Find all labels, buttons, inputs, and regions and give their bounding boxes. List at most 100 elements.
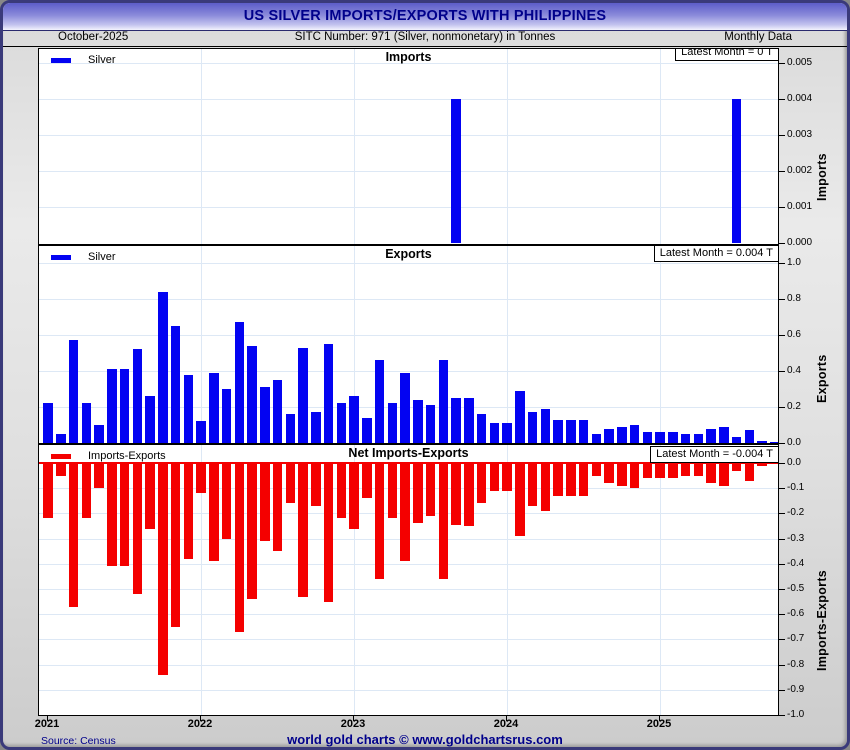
page-title: US SILVER IMPORTS/EXPORTS WITH PHILIPPIN… [243, 8, 607, 24]
bar-exports [209, 372, 219, 443]
bar-exports [132, 349, 142, 443]
x-tick-mark [658, 716, 660, 721]
y-tick-label: -0.8 [787, 658, 805, 670]
frequency-label: Monthly Data [724, 31, 792, 43]
bar-net [489, 463, 499, 491]
gridline [39, 371, 778, 372]
x-year-label: 2022 [187, 718, 213, 730]
bar-net [706, 463, 716, 484]
bar-net [158, 463, 168, 675]
net-zero-line [39, 462, 778, 464]
bar-exports [757, 441, 767, 443]
bar-exports [234, 322, 244, 443]
y-tick-mark [779, 135, 785, 136]
bar-exports [604, 428, 614, 443]
bar-net [591, 463, 601, 476]
bar-net [298, 463, 308, 597]
window-title-bar: US SILVER IMPORTS/EXPORTS WITH PHILIPPIN… [3, 3, 847, 31]
bar-exports [400, 372, 410, 443]
bar-net [451, 463, 461, 525]
x-tick-mark [352, 716, 354, 721]
bar-net [464, 463, 474, 526]
info-row: October-2025 SITC Number: 971 (Silver, n… [3, 31, 847, 45]
bar-net [247, 463, 257, 600]
year-gridline [659, 49, 661, 244]
y-tick-label: -1.0 [787, 709, 805, 720]
bar-exports [476, 414, 487, 443]
legend-label: Imports-Exports [88, 450, 166, 462]
bar-exports [540, 408, 550, 443]
year-gridline [506, 49, 508, 244]
bar-exports [425, 405, 436, 443]
bar-exports [464, 398, 474, 443]
gridline [39, 263, 778, 264]
bar-exports [336, 403, 346, 443]
year-gridline [353, 246, 355, 443]
bar-exports [731, 436, 742, 443]
bar-net [68, 463, 79, 607]
y-tick-label: -0.6 [787, 608, 805, 620]
year-gridline [200, 49, 202, 244]
bar-net [680, 463, 691, 476]
y-tick-mark [779, 689, 785, 691]
bar-net [515, 463, 525, 537]
bar-exports [413, 399, 423, 443]
bar-net [94, 463, 104, 489]
latest-month-badge: Latest Month = 0 T [675, 49, 778, 61]
bar-exports [145, 396, 155, 443]
bar-exports [451, 398, 461, 443]
bar-net [693, 463, 703, 476]
y-tick-mark [779, 463, 785, 464]
gridline [39, 563, 778, 565]
bar-exports [770, 442, 778, 443]
y-tick-mark [779, 171, 785, 172]
gridline [39, 639, 778, 641]
year-gridline [200, 246, 202, 443]
exports-axis-label: Exports [815, 354, 829, 403]
year-gridline [200, 445, 202, 715]
gridline [39, 715, 778, 716]
bar-net [655, 463, 665, 479]
bar-exports [349, 396, 359, 443]
year-gridline [506, 445, 508, 715]
gridline [39, 63, 778, 64]
info-row-divider [3, 46, 847, 47]
bar-net [119, 463, 130, 567]
net-legend: Imports-Exports [51, 450, 166, 462]
legend-swatch-blue [51, 57, 71, 63]
y-tick-label: 0.2 [787, 401, 801, 412]
y-tick-mark [779, 407, 785, 408]
y-tick-label: 0.002 [787, 165, 813, 176]
bar-net [132, 463, 142, 595]
y-tick-mark [779, 614, 785, 616]
y-tick-mark [779, 589, 785, 590]
bar-net [43, 463, 53, 519]
gridline [39, 589, 778, 590]
bar-imports [451, 99, 461, 243]
bar-exports [527, 412, 538, 443]
bar-exports [362, 417, 372, 443]
latest-month-badge: Latest Month = 0.004 T [653, 246, 778, 262]
bar-net [209, 463, 219, 562]
x-tick-mark [199, 716, 201, 721]
bar-net [438, 463, 448, 579]
bar-net [183, 463, 193, 559]
bar-net [323, 463, 334, 602]
legend-label: Silver [88, 54, 116, 66]
bar-exports [706, 428, 716, 443]
bar-net [56, 463, 66, 476]
y-tick-label: -0.1 [787, 482, 805, 494]
net-axis-label: Imports-Exports [815, 569, 829, 671]
bar-net [145, 463, 155, 529]
bar-exports [247, 345, 257, 443]
year-gridline [353, 49, 355, 244]
bar-exports [502, 423, 512, 443]
y-tick-mark [779, 715, 785, 716]
y-tick-label: -0.9 [787, 683, 805, 695]
bar-net [629, 463, 640, 489]
y-tick-label: 0.8 [787, 293, 801, 304]
gridline [39, 135, 778, 136]
bar-exports [578, 419, 589, 443]
bar-exports [744, 430, 754, 443]
